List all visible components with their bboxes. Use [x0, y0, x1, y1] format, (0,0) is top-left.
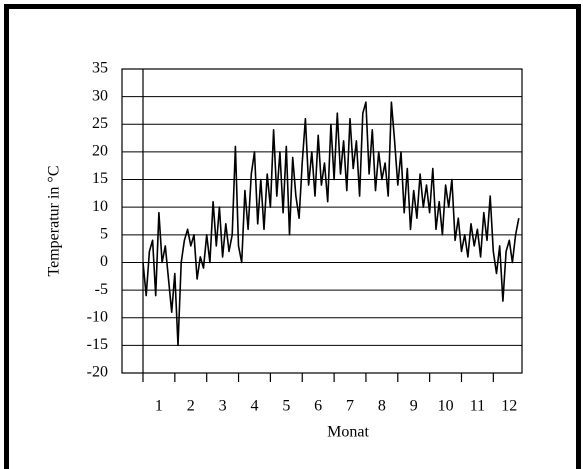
y-axis-label: Temperatur in °C [46, 165, 63, 276]
y-tick-label: 20 [92, 143, 108, 160]
y-tick-label: 5 [100, 225, 108, 242]
y-tick-label: -5 [95, 281, 108, 298]
chart: Monat Temperatur in °C -20-15-10-5051015… [46, 60, 523, 441]
x-axis-label: Monat [327, 424, 369, 441]
y-tick-label: 35 [92, 60, 108, 77]
y-tick-label: -15 [87, 336, 108, 353]
x-tick-label: 2 [187, 398, 195, 415]
x-tick-label: 5 [282, 398, 290, 415]
x-tick-label: 7 [346, 398, 354, 415]
y-tick-label: 25 [92, 115, 108, 132]
x-tick-label: 11 [470, 398, 485, 415]
temperature-line [142, 101, 520, 347]
y-tick-label: 0 [100, 253, 108, 270]
x-tick-label: 6 [314, 398, 322, 415]
x-tick-label: 10 [438, 398, 454, 415]
plot-box [121, 68, 523, 374]
y-tick-label: 10 [92, 198, 108, 215]
x-tick-label: 8 [378, 398, 386, 415]
y-tick-label: 30 [92, 87, 108, 104]
x-tick-label: 1 [155, 398, 163, 415]
x-tick-label: 4 [250, 398, 258, 415]
y-tick-label: 15 [92, 170, 108, 187]
y-tick-label: -20 [87, 364, 108, 381]
y-tick-label: -10 [87, 308, 108, 325]
x-tick-label: 9 [410, 398, 418, 415]
x-tick-label: 12 [501, 398, 517, 415]
x-tick-label: 3 [219, 398, 227, 415]
frame [4, 4, 581, 469]
page: {"chart_data": {"type": "line", "xlabel"… [4, 4, 581, 469]
